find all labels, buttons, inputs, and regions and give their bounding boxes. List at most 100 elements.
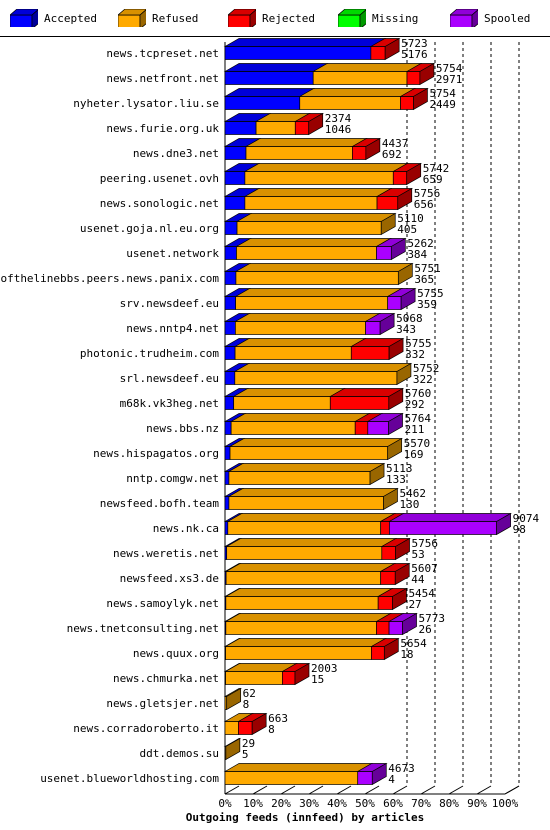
x-tick-label: 40% xyxy=(327,797,347,810)
bar-segment-rejected xyxy=(380,571,396,585)
offered-count-label: 5113 xyxy=(386,462,413,475)
bar-segment-refused xyxy=(234,371,398,385)
accepted-count-label: 343 xyxy=(396,323,416,336)
bar-segment-accepted xyxy=(224,396,235,410)
bar-side-rejected xyxy=(397,187,413,211)
x-tick-label: 100% xyxy=(492,797,519,810)
legend-swatch-missing xyxy=(338,9,366,27)
accepted-count-label: 359 xyxy=(417,298,437,311)
bar-top-accepted xyxy=(223,63,329,72)
bar-segment-refused xyxy=(228,496,384,510)
x-tick-mark xyxy=(252,785,268,795)
x-tick-mark xyxy=(280,785,296,795)
offered-count-label: 663 xyxy=(268,712,288,725)
bar-top-refused xyxy=(227,488,399,497)
bar-top-refused xyxy=(224,563,396,572)
category-label: news.furie.org.uk xyxy=(106,122,219,135)
bar-top-refused xyxy=(235,238,392,247)
category-label: nntp.comgw.net xyxy=(126,472,219,485)
accepted-count-label: 169 xyxy=(404,448,424,461)
x-tick-mark xyxy=(308,785,324,795)
bar-segment-refused xyxy=(228,471,371,485)
bar-segment-rejected xyxy=(400,96,414,110)
category-label: srv.newsdeef.eu xyxy=(120,297,219,310)
bar-segment-accepted xyxy=(224,296,236,310)
bar-segment-refused xyxy=(235,321,366,335)
category-label: photonic.trudheim.com xyxy=(80,347,219,360)
offered-count-label: 5607 xyxy=(411,562,438,575)
category-label: news.netfront.net xyxy=(106,72,219,85)
accepted-count-label: 692 xyxy=(382,148,402,161)
accepted-count-label: 211 xyxy=(405,423,425,436)
bar-segment-accepted xyxy=(224,521,229,535)
category-label: news.nntp4.net xyxy=(126,322,219,335)
offered-count-label: 5723 xyxy=(401,37,428,50)
category-label: news.weretis.net xyxy=(113,547,219,560)
offered-count-label: 5454 xyxy=(408,587,435,600)
bar-side-rejected xyxy=(413,87,428,111)
bar-segment-refused xyxy=(230,421,356,435)
chart-legend: Accepted Refused Rejected Missing Spooled xyxy=(0,0,550,37)
category-label: news.tcpreset.net xyxy=(106,47,219,60)
offered-count-label: 5756 xyxy=(414,187,441,200)
bar-top-refused xyxy=(243,163,409,172)
accepted-count-label: 659 xyxy=(423,173,443,186)
bar-side-spooled xyxy=(379,312,395,336)
bar-segment-spooled xyxy=(367,421,389,435)
bar-top-refused xyxy=(234,313,381,322)
bar-segment-rejected xyxy=(377,596,393,610)
bar-side-rejected xyxy=(251,712,267,736)
bar-segment-spooled xyxy=(376,246,392,260)
bar-side-spooled xyxy=(400,287,416,311)
accepted-count-label: 365 xyxy=(414,273,434,286)
bar-segment-refused xyxy=(225,646,372,660)
x-tick-mark xyxy=(336,785,352,795)
category-label: usenet.goja.nl.eu.org xyxy=(80,222,219,235)
bar-side-rejected xyxy=(384,37,400,61)
bar-side-rejected xyxy=(388,387,404,411)
legend-label-rejected: Rejected xyxy=(262,12,315,25)
grid-lines xyxy=(406,42,520,786)
offered-count-label: 2374 xyxy=(325,112,352,125)
category-label: newsfeed.bofh.team xyxy=(100,497,220,510)
bar-top-refused xyxy=(233,338,367,347)
bar-segment-accepted xyxy=(224,371,236,385)
accepted-count-label: 27 xyxy=(408,598,421,611)
bar-segment-rejected xyxy=(381,546,396,560)
bar-segment-rejected xyxy=(354,421,369,435)
bar-segment-rejected xyxy=(370,46,386,60)
bar-side-rejected xyxy=(406,162,422,186)
category-label: news.corradoroberto.it xyxy=(73,722,219,735)
accepted-count-label: 44 xyxy=(411,573,425,586)
accepted-count-label: 53 xyxy=(412,548,425,561)
category-label: ddt.demos.su xyxy=(140,747,219,760)
bar-segment-refused xyxy=(225,596,379,610)
x-tick-label: 20% xyxy=(271,797,291,810)
accepted-count-label: 8 xyxy=(243,698,250,711)
accepted-count-label: 5 xyxy=(242,748,249,761)
bar-top-refused xyxy=(229,413,371,422)
category-label: news.bbs.nz xyxy=(146,422,219,435)
bar-segment-refused xyxy=(244,171,394,185)
category-label: news.sonologic.net xyxy=(100,197,219,210)
bar-segment-refused xyxy=(225,571,382,585)
category-label: newsfeed.xs3.de xyxy=(120,572,219,585)
bar-segment-refused xyxy=(235,271,399,285)
bar-side-refused xyxy=(225,737,241,761)
bar-side-refused xyxy=(380,212,396,236)
bar-segment-rejected xyxy=(352,146,367,160)
category-label: usenet.blueworldhosting.com xyxy=(40,772,219,785)
